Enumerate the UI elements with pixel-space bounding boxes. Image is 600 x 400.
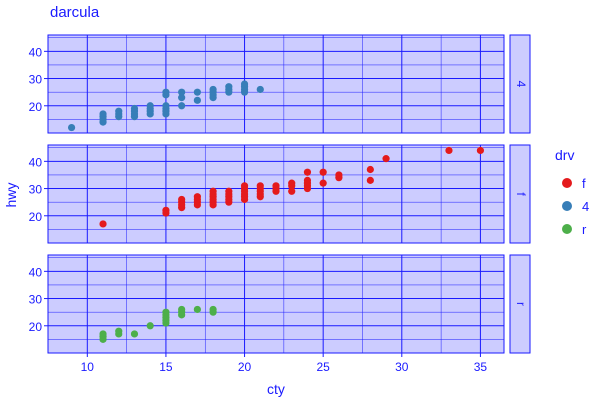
data-point [225, 83, 233, 91]
data-point [193, 305, 201, 314]
facet-strip-label: f [514, 192, 528, 196]
x-tick-label: 10 [81, 360, 95, 374]
y-tick-label: 40 [29, 265, 43, 279]
data-point [319, 179, 327, 187]
legend-label-4: 4 [582, 199, 589, 214]
y-tick-label: 40 [29, 45, 43, 59]
data-point [193, 96, 201, 104]
data-point [366, 176, 374, 184]
data-point [99, 110, 107, 118]
x-tick-label: 20 [238, 360, 252, 374]
y-axis-label: hwy [3, 183, 19, 208]
data-point [288, 179, 296, 187]
data-point [99, 330, 107, 338]
data-point [146, 322, 154, 330]
data-point [476, 146, 485, 155]
data-point [162, 308, 170, 316]
y-tick-label: 20 [29, 320, 43, 334]
y-tick-label: 20 [29, 100, 43, 114]
data-point [178, 88, 186, 96]
facet-strip-label: r [514, 302, 528, 306]
facet-strip [509, 34, 531, 134]
data-point [335, 171, 343, 179]
data-point [193, 88, 201, 96]
legend-marker-4 [562, 201, 572, 211]
data-point [445, 146, 453, 155]
data-point [256, 85, 264, 94]
data-point [240, 182, 249, 190]
data-point [130, 104, 139, 113]
data-point [115, 327, 123, 335]
data-point [303, 176, 312, 184]
y-tick-label: 30 [29, 293, 43, 307]
legend-marker-r [562, 224, 572, 234]
data-point [366, 165, 374, 174]
y-tick-label: 30 [29, 183, 43, 197]
facet-strip [509, 254, 531, 354]
legend: drv f 4 r [555, 147, 589, 237]
data-point [162, 206, 170, 214]
facet-panel-f: 20 30 40 f [29, 144, 531, 244]
chart-title: darcula [50, 4, 100, 21]
legend-marker-f [562, 178, 572, 188]
data-point [178, 102, 186, 110]
data-point [209, 305, 217, 314]
data-point [240, 80, 249, 88]
legend-label-r: r [582, 222, 587, 237]
legend-label-f: f [582, 176, 586, 191]
data-point [209, 187, 217, 195]
data-point [382, 155, 390, 163]
data-point [319, 168, 327, 176]
x-tick-label: 25 [316, 360, 330, 374]
data-point [178, 195, 186, 204]
x-tick-label: 15 [159, 360, 173, 374]
data-point [99, 220, 107, 228]
y-tick-label: 20 [29, 210, 43, 224]
y-tick-label: 30 [29, 73, 43, 87]
data-point [146, 102, 154, 110]
data-point [115, 107, 123, 115]
data-point [193, 193, 201, 201]
panel-background [47, 254, 505, 354]
data-point [130, 330, 139, 338]
legend-title: drv [555, 147, 574, 163]
data-point [178, 305, 186, 314]
data-point [272, 182, 280, 190]
facet-strip [509, 144, 531, 244]
data-point [162, 88, 170, 96]
x-tick-label: 30 [395, 360, 409, 374]
x-tick-label: 35 [474, 360, 488, 374]
facet-strip-label: 4 [514, 81, 528, 88]
data-point [162, 102, 170, 110]
data-point [288, 187, 296, 195]
data-point [225, 187, 233, 195]
x-axis-label: cty [267, 381, 285, 397]
data-point [256, 182, 264, 190]
facet-panel-r: 20 30 40 r [29, 254, 531, 354]
data-point [209, 85, 217, 94]
data-point [303, 168, 312, 176]
data-point [67, 123, 76, 132]
facet-panels: 20 30 40 4 20 30 40 f 20 30 40 r [29, 34, 531, 354]
data-point [178, 94, 186, 102]
x-axis: 10 15 20 25 30 35 [81, 353, 488, 374]
facet-panel-4: 20 30 40 4 [29, 34, 531, 134]
y-tick-label: 40 [29, 155, 43, 169]
